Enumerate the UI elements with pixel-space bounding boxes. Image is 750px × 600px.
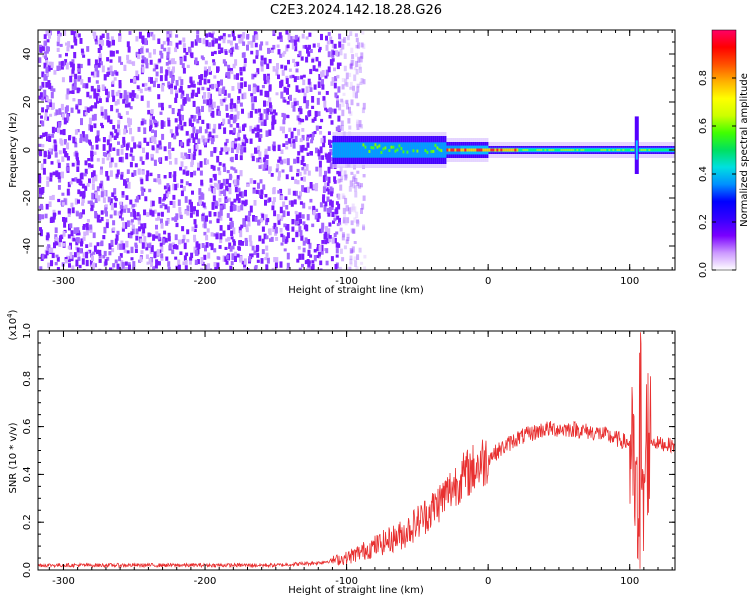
y-tick-label: -40	[22, 238, 33, 254]
spectrogram-ylabel: Frequency (Hz)	[8, 112, 19, 188]
snr-multiplier: (x104)	[6, 309, 19, 340]
colorbar-tick-label: 0.4	[698, 166, 709, 182]
y-tick-label: 0.4	[22, 466, 33, 482]
y-tick-label: 0	[22, 147, 33, 153]
x-tick-label: -200	[194, 576, 217, 587]
colorbar: 0.0 0.2 0.4 0.6 0.8 Normalized spectral ampl…	[698, 29, 750, 278]
y-tick-label: 40	[22, 48, 33, 61]
x-tick-label: 0	[485, 276, 491, 287]
colorbar-gradient	[711, 29, 737, 271]
spectrogram-xlabel: Height of straight line (km)	[288, 285, 424, 296]
colorbar-label: Normalized spectral amplitude	[739, 73, 750, 227]
y-tick-label: 20	[22, 96, 33, 109]
y-tick-label: 0.2	[22, 514, 33, 530]
spectrogram-heatmap	[38, 30, 675, 270]
snr-xlabel: Height of straight line (km)	[288, 585, 424, 596]
chart-title: C2E3.2024.142.18.28.G26	[270, 3, 442, 18]
y-tick-label: 0.6	[22, 419, 33, 435]
x-tick-label: -300	[52, 276, 75, 287]
x-tick-label: -200	[194, 276, 217, 287]
x-tick-label: -300	[52, 576, 75, 587]
x-tick-label: 100	[620, 276, 639, 287]
y-tick-label: -20	[22, 190, 33, 206]
y-tick-label: 0.8	[22, 371, 33, 387]
x-tick-label: -100	[335, 276, 358, 287]
snr-ticks: -300 -200 -100 0 100 0.0 0.2 0.4 0.6 0.8 1.0	[22, 323, 675, 587]
colorbar-tick-label: 0.2	[698, 214, 709, 230]
y-tick-label: 1.0	[22, 323, 33, 339]
x-tick-label: 100	[620, 576, 639, 587]
snr-panel: -300 -200 -100 0 100 0.0 0.2 0.4 0.6 0.8 1.0 Heigh…	[6, 309, 676, 596]
colorbar-tick-label: 0.0	[698, 262, 709, 278]
snr-ylabel: SNR (10 * v/v)	[8, 422, 19, 493]
snr-frame	[37, 330, 676, 571]
colorbar-tick-label: 0.6	[698, 118, 709, 134]
x-tick-label: -100	[335, 576, 358, 587]
colorbar-tick-label: 0.8	[698, 70, 709, 86]
colorbar-ticks: 0.0 0.2 0.4 0.6 0.8	[698, 70, 736, 278]
y-tick-label: 0.0	[22, 562, 33, 578]
x-tick-label: 0	[485, 576, 491, 587]
snr-series-line	[38, 332, 675, 569]
